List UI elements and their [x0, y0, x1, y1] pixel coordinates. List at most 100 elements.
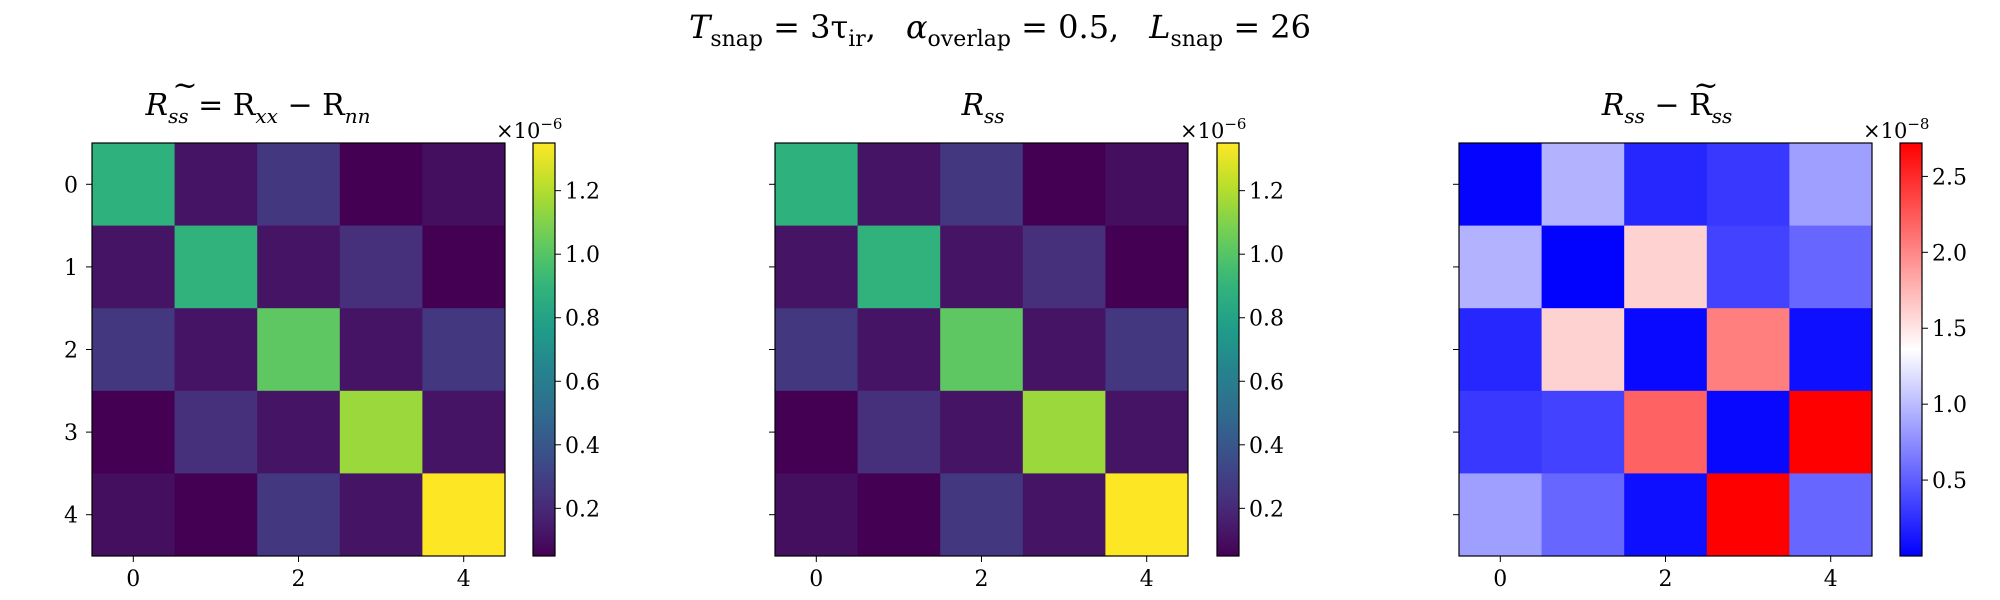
panel-2-title: Rss	[960, 88, 1004, 128]
heatmap-cell-r4-c0	[1459, 473, 1543, 557]
heatmap-cell-r2-c4	[1789, 308, 1873, 392]
heatmap-cell-r3-c4	[1789, 390, 1873, 474]
heatmap-cell-r4-c2	[940, 473, 1024, 557]
heatmap-cell-r4-c1	[1541, 473, 1625, 557]
heatmap-cell-r2-c0	[775, 308, 859, 392]
heatmap-cell-r4-c2	[1624, 473, 1708, 557]
x-tick-label: 4	[457, 567, 471, 592]
heatmap-cell-r0-c2	[940, 143, 1024, 227]
heatmap-cell-r1-c4	[1789, 225, 1873, 309]
heatmap-cell-r3-c0	[1459, 390, 1543, 474]
heatmap-cell-r0-c1	[857, 143, 941, 227]
heatmap-cell-r0-c4	[1105, 143, 1189, 227]
heatmap-cell-r4-c1	[857, 473, 941, 557]
heatmap-cell-r2-c2	[940, 308, 1024, 392]
heatmap-cell-r2-c3	[1022, 308, 1106, 392]
heatmap-cell-r2-c1	[1541, 308, 1625, 392]
colorbar-tick-label: 1.0	[1932, 393, 1967, 418]
heatmap-cell-r2-c2	[257, 308, 341, 392]
heatmap-cell-r0-c1	[174, 143, 258, 227]
heatmap-panel-1: 0 2 4 0 1 2 3 4 0.2 0.4 0.6 0.8 1.0 1.2 ×10−6	[64, 115, 600, 592]
heatmap-cell-r4-c3	[1706, 473, 1790, 557]
colorbar	[1216, 142, 1240, 557]
colorbar-tick-label: 1.0	[1249, 243, 1284, 268]
heatmap-cell-r1-c2	[940, 225, 1024, 309]
heatmap-cell-r4-c0	[775, 473, 859, 557]
heatmap-cell-r1-c0	[92, 225, 176, 309]
colorbar-tick-label: 0.4	[1249, 434, 1284, 459]
heatmap-cell-r0-c3	[339, 143, 423, 227]
heatmap-panel-3: 0 2 4 0.5 1.0 1.5 2.0 2.5×10−8	[1453, 115, 1967, 592]
heatmap-cell-r3-c3	[1706, 390, 1790, 474]
heatmap-cell-r3-c4	[422, 390, 506, 474]
x-tick-label: 0	[126, 567, 140, 592]
heatmap-cell-r2-c0	[1459, 308, 1543, 392]
heatmap-cell-r0-c3	[1706, 143, 1790, 227]
heatmap-cell-r4-c0	[92, 473, 176, 557]
colorbar	[1899, 142, 1923, 557]
heatmap-cell-r3-c0	[775, 390, 859, 474]
heatmap-cell-r0-c1	[1541, 143, 1625, 227]
panel-1-title: Rss = Rxx − Rnn	[144, 88, 370, 128]
colorbar-tick-label: 0.4	[565, 434, 600, 459]
heatmap-cell-r1-c1	[174, 225, 258, 309]
heatmap-cell-r1-c0	[1459, 225, 1543, 309]
heatmap-cell-r0-c0	[1459, 143, 1543, 227]
colorbar	[532, 142, 556, 557]
colorbar-tick-label: 0.8	[1249, 307, 1284, 332]
heatmap-cell-r3-c3	[1022, 390, 1106, 474]
colorbar-tick-label: 1.0	[565, 243, 600, 268]
y-tick-label: 2	[64, 339, 78, 364]
colorbar-tick-label: 0.2	[565, 497, 600, 522]
heatmap-cell-r3-c1	[174, 390, 258, 474]
heatmap-cell-r1-c3	[1022, 225, 1106, 309]
heatmap-cell-r3-c2	[940, 390, 1024, 474]
heatmap-cell-r4-c1	[174, 473, 258, 557]
heatmap-cell-r1-c1	[857, 225, 941, 309]
colorbar-tick-label: 1.2	[1249, 180, 1284, 205]
heatmap-cell-r3-c1	[857, 390, 941, 474]
colorbar-tick-label: 0.2	[1249, 497, 1284, 522]
heatmap-cell-r4-c3	[1022, 473, 1106, 557]
heatmap-cell-r0-c2	[257, 143, 341, 227]
colorbar-tick-label: 0.5	[1932, 469, 1967, 494]
x-tick-label: 0	[809, 567, 823, 592]
panel-3-title-tilde: ~	[1693, 68, 1718, 103]
colorbar-tick-label: 0.6	[1249, 370, 1284, 395]
panel-3-title: Rss − Rss	[1601, 88, 1732, 128]
heatmap-cell-r4-c2	[257, 473, 341, 557]
heatmap-cell-r2-c1	[174, 308, 258, 392]
heatmap-cell-r1-c4	[1105, 225, 1189, 309]
heatmap-cell-r4-c4	[422, 473, 506, 557]
heatmap-cell-r1-c3	[339, 225, 423, 309]
heatmap-cell-r2-c1	[857, 308, 941, 392]
heatmap-cell-r1-c2	[1624, 225, 1708, 309]
heatmap-cell-r0-c0	[775, 143, 859, 227]
y-tick-label: 4	[64, 504, 78, 529]
heatmap-cell-r1-c1	[1541, 225, 1625, 309]
heatmap-cell-r1-c2	[257, 225, 341, 309]
colorbar-scale-label: ×10−8	[1863, 115, 1929, 143]
heatmap-cell-r3-c4	[1105, 390, 1189, 474]
x-tick-label: 2	[292, 567, 306, 592]
x-tick-label: 0	[1493, 567, 1507, 592]
heatmap-cell-r2-c4	[1105, 308, 1189, 392]
y-tick-label: 1	[64, 256, 78, 281]
heatmap-cell-r4-c4	[1789, 473, 1873, 557]
y-tick-label: 3	[64, 421, 78, 446]
colorbar-tick-label: 0.8	[565, 307, 600, 332]
heatmap-cell-r2-c0	[92, 308, 176, 392]
colorbar-tick-label: 1.5	[1932, 317, 1967, 342]
colorbar-scale-label: ×10−6	[1180, 115, 1246, 143]
x-tick-label: 2	[975, 567, 989, 592]
colorbar-tick-label: 2.5	[1932, 165, 1967, 190]
heatmap-cell-r1-c3	[1706, 225, 1790, 309]
heatmap-cell-r1-c4	[422, 225, 506, 309]
heatmap-cell-r2-c4	[422, 308, 506, 392]
heatmap-cell-r2-c2	[1624, 308, 1708, 392]
heatmap-cell-r2-c3	[1706, 308, 1790, 392]
heatmap-cell-r3-c3	[339, 390, 423, 474]
y-tick-label: 0	[64, 173, 78, 198]
colorbar-tick-label: 1.2	[565, 180, 600, 205]
heatmap-cell-r3-c2	[257, 390, 341, 474]
